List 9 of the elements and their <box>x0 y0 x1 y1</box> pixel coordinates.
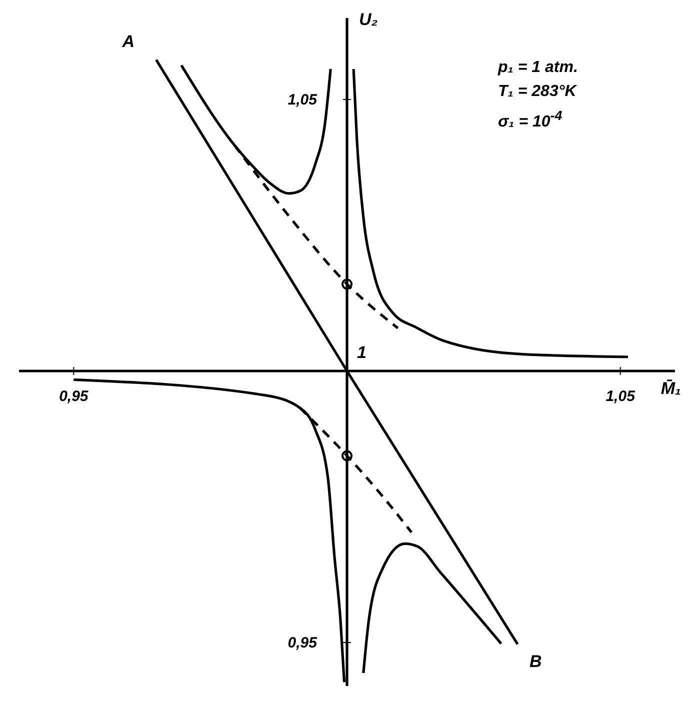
line-series <box>362 542 502 674</box>
annotation: A <box>122 32 134 52</box>
annotation: B <box>530 652 542 672</box>
annotation: 1 <box>357 343 366 363</box>
y-axis-title: U₂ <box>359 10 378 30</box>
annotation: σ₁ = 10$^{-4}$ <box>498 107 564 132</box>
annotation: p₁ = 1 atm. <box>498 58 578 78</box>
x-axis-title: M̄₁ <box>660 379 681 399</box>
annotation: T₁ = 283°K <box>498 82 578 102</box>
